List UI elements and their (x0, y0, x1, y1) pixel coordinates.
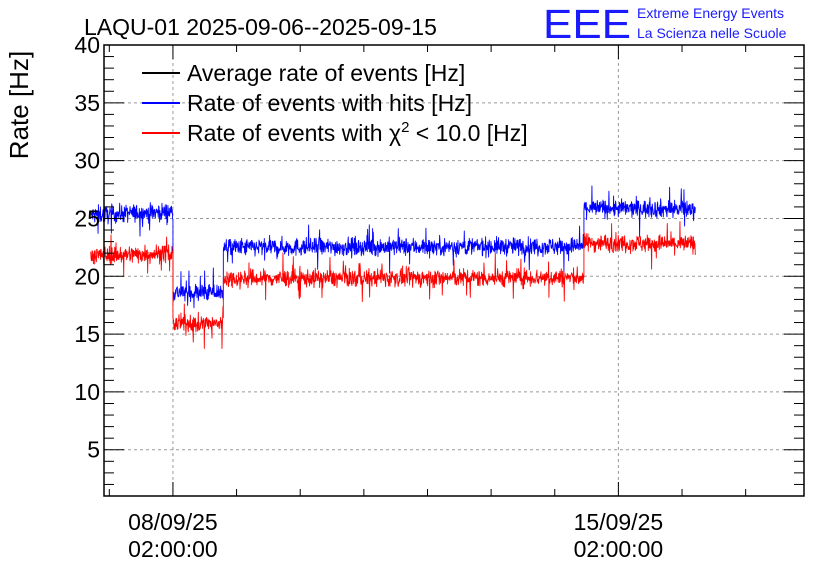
y-axis-label: Rate [Hz] (4, 51, 34, 159)
y-tick-label: 15 (74, 321, 100, 347)
x-tick-date-label: 15/09/25 (574, 509, 664, 535)
eee-logo-line1: Extreme Energy Events (637, 5, 784, 21)
legend-entry-hits-text: Rate of events with hits [Hz] (187, 90, 472, 116)
legend: Average rate of events [Hz] Rate of event… (142, 60, 528, 146)
y-tick-label: 5 (87, 437, 100, 463)
x-tick-date-label: 08/09/25 (128, 509, 218, 535)
eee-logo-line2: La Scienza nelle Scuole (637, 25, 787, 41)
y-tick-label: 35 (74, 90, 100, 116)
y-tick-label: 10 (74, 379, 100, 405)
legend-entry-chi2-text: Rate of events with χ (187, 120, 401, 146)
y-tick-label: 20 (74, 263, 100, 289)
grid-lines (104, 45, 804, 496)
legend-entry-average-text: Average rate of events [Hz] (187, 60, 465, 86)
y-tick-label: 30 (74, 148, 100, 174)
series-line-hits (90, 185, 696, 309)
legend-entry-hits-label: Rate of events with hits [Hz] (187, 90, 472, 116)
series-group (90, 185, 696, 349)
legend-entry-average-label: Average rate of events [Hz] (187, 60, 465, 86)
axes: 51015202530354008/09/2502:00:0015/09/250… (74, 32, 805, 562)
chart-title: LAQU-01 2025-09-06--2025-09-15 (84, 14, 437, 40)
legend-entry-chi2-suffix: < 10.0 [Hz] (409, 120, 527, 146)
eee-logo-mark: EEE (543, 1, 631, 47)
eee-logo: EEE Extreme Energy Events La Scienza nel… (543, 1, 787, 47)
legend-entry-chi2-label: Rate of events with χ2 < 10.0 [Hz] (187, 119, 528, 146)
y-tick-label: 40 (74, 32, 100, 58)
series-line-chi2 (90, 221, 696, 349)
y-tick-label: 25 (74, 205, 100, 231)
plot-frame (103, 44, 805, 497)
x-tick-time-label: 02:00:00 (128, 536, 218, 562)
x-tick-time-label: 02:00:00 (574, 536, 664, 562)
legend-entry-chi2-superscript: 2 (401, 119, 409, 136)
